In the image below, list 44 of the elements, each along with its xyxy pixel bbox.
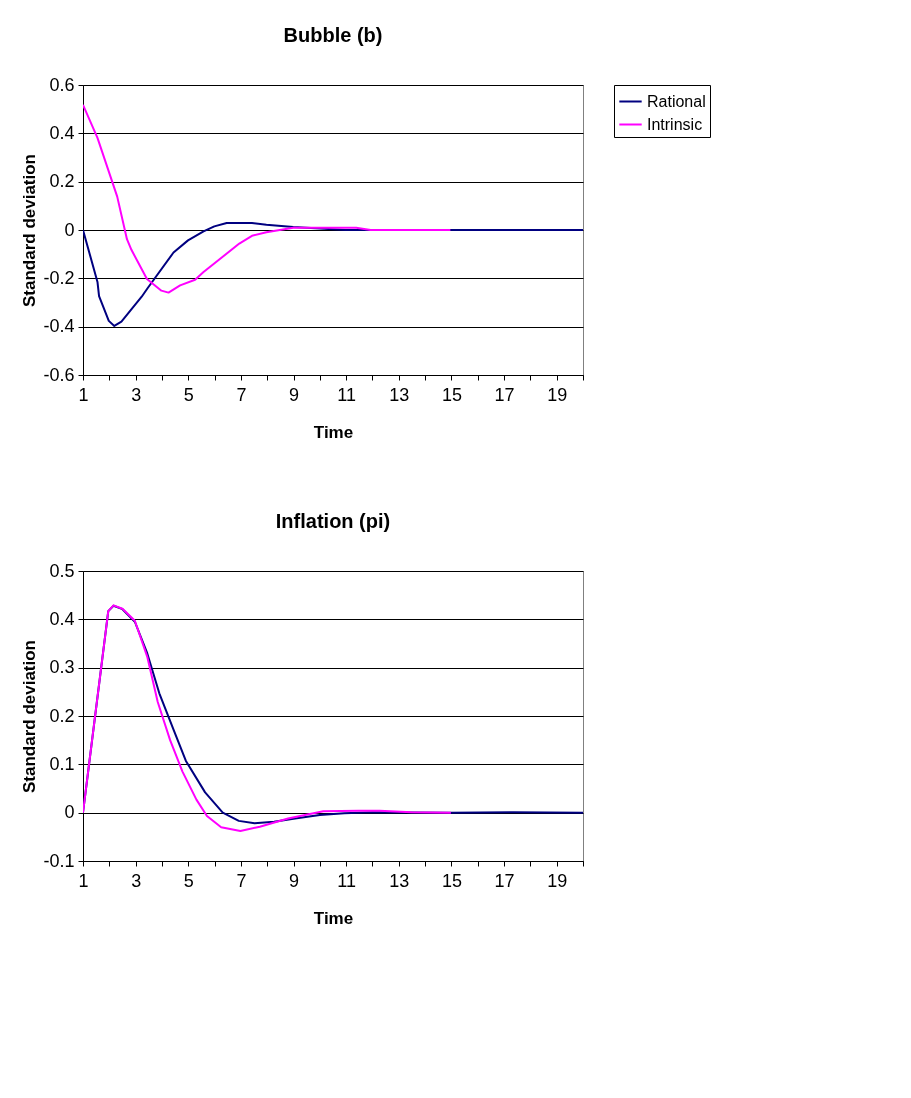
x-tick-label: 13 bbox=[389, 870, 410, 891]
y-axis-title: Standard deviation bbox=[20, 153, 40, 308]
y-tick-label: 0.4 bbox=[49, 608, 75, 629]
x-tick-label: 3 bbox=[131, 384, 142, 405]
chart-title: Inflation (pi) bbox=[275, 510, 391, 532]
x-tick-label: 13 bbox=[389, 384, 410, 405]
x-tick-label: 17 bbox=[494, 384, 515, 405]
y-tick-label: -0.4 bbox=[43, 316, 75, 337]
x-tick-label: 11 bbox=[337, 384, 356, 405]
y-tick-label: 0.2 bbox=[49, 171, 75, 192]
x-tick-label: 15 bbox=[441, 870, 462, 891]
y-tick-label: -0.6 bbox=[43, 364, 75, 385]
y-tick-label: -0.1 bbox=[43, 850, 75, 871]
x-tick-label: 9 bbox=[289, 384, 300, 405]
y-tick-label: 0 bbox=[64, 802, 75, 823]
y-tick-label: 0.3 bbox=[49, 657, 75, 678]
legend-label: Rational bbox=[647, 92, 706, 110]
y-tick-label: 0 bbox=[64, 219, 75, 240]
line-series bbox=[83, 103, 452, 294]
line-series bbox=[83, 604, 452, 833]
x-tick-label: 11 bbox=[337, 870, 356, 891]
x-tick-label: 17 bbox=[494, 870, 515, 891]
y-tick-label: 0.2 bbox=[49, 705, 75, 726]
y-tick-label: 0.4 bbox=[49, 122, 75, 143]
x-tick-label: 3 bbox=[131, 870, 142, 891]
x-axis-title: Time bbox=[313, 908, 354, 928]
x-tick-label: 15 bbox=[441, 384, 462, 405]
y-tick-label: -0.2 bbox=[43, 267, 75, 288]
x-tick-label: 19 bbox=[547, 870, 568, 891]
y-tick-label: 0.5 bbox=[49, 560, 75, 581]
y-axis-title: Standard deviation bbox=[20, 639, 40, 794]
y-tick-label: 0.1 bbox=[49, 753, 75, 774]
x-tick-label: 19 bbox=[547, 384, 568, 405]
x-tick-label: 7 bbox=[236, 870, 247, 891]
x-tick-label: 9 bbox=[289, 870, 300, 891]
chart-title: Bubble (b) bbox=[283, 24, 383, 46]
y-tick-label: 0.6 bbox=[49, 74, 75, 95]
x-axis-title: Time bbox=[313, 422, 354, 442]
legend-label: Intrinsic bbox=[647, 115, 703, 133]
x-tick-label: 7 bbox=[236, 384, 247, 405]
x-tick-label: 5 bbox=[183, 870, 194, 891]
x-tick-label: 5 bbox=[183, 384, 194, 405]
x-tick-label: 1 bbox=[78, 870, 89, 891]
x-tick-label: 1 bbox=[78, 384, 89, 405]
